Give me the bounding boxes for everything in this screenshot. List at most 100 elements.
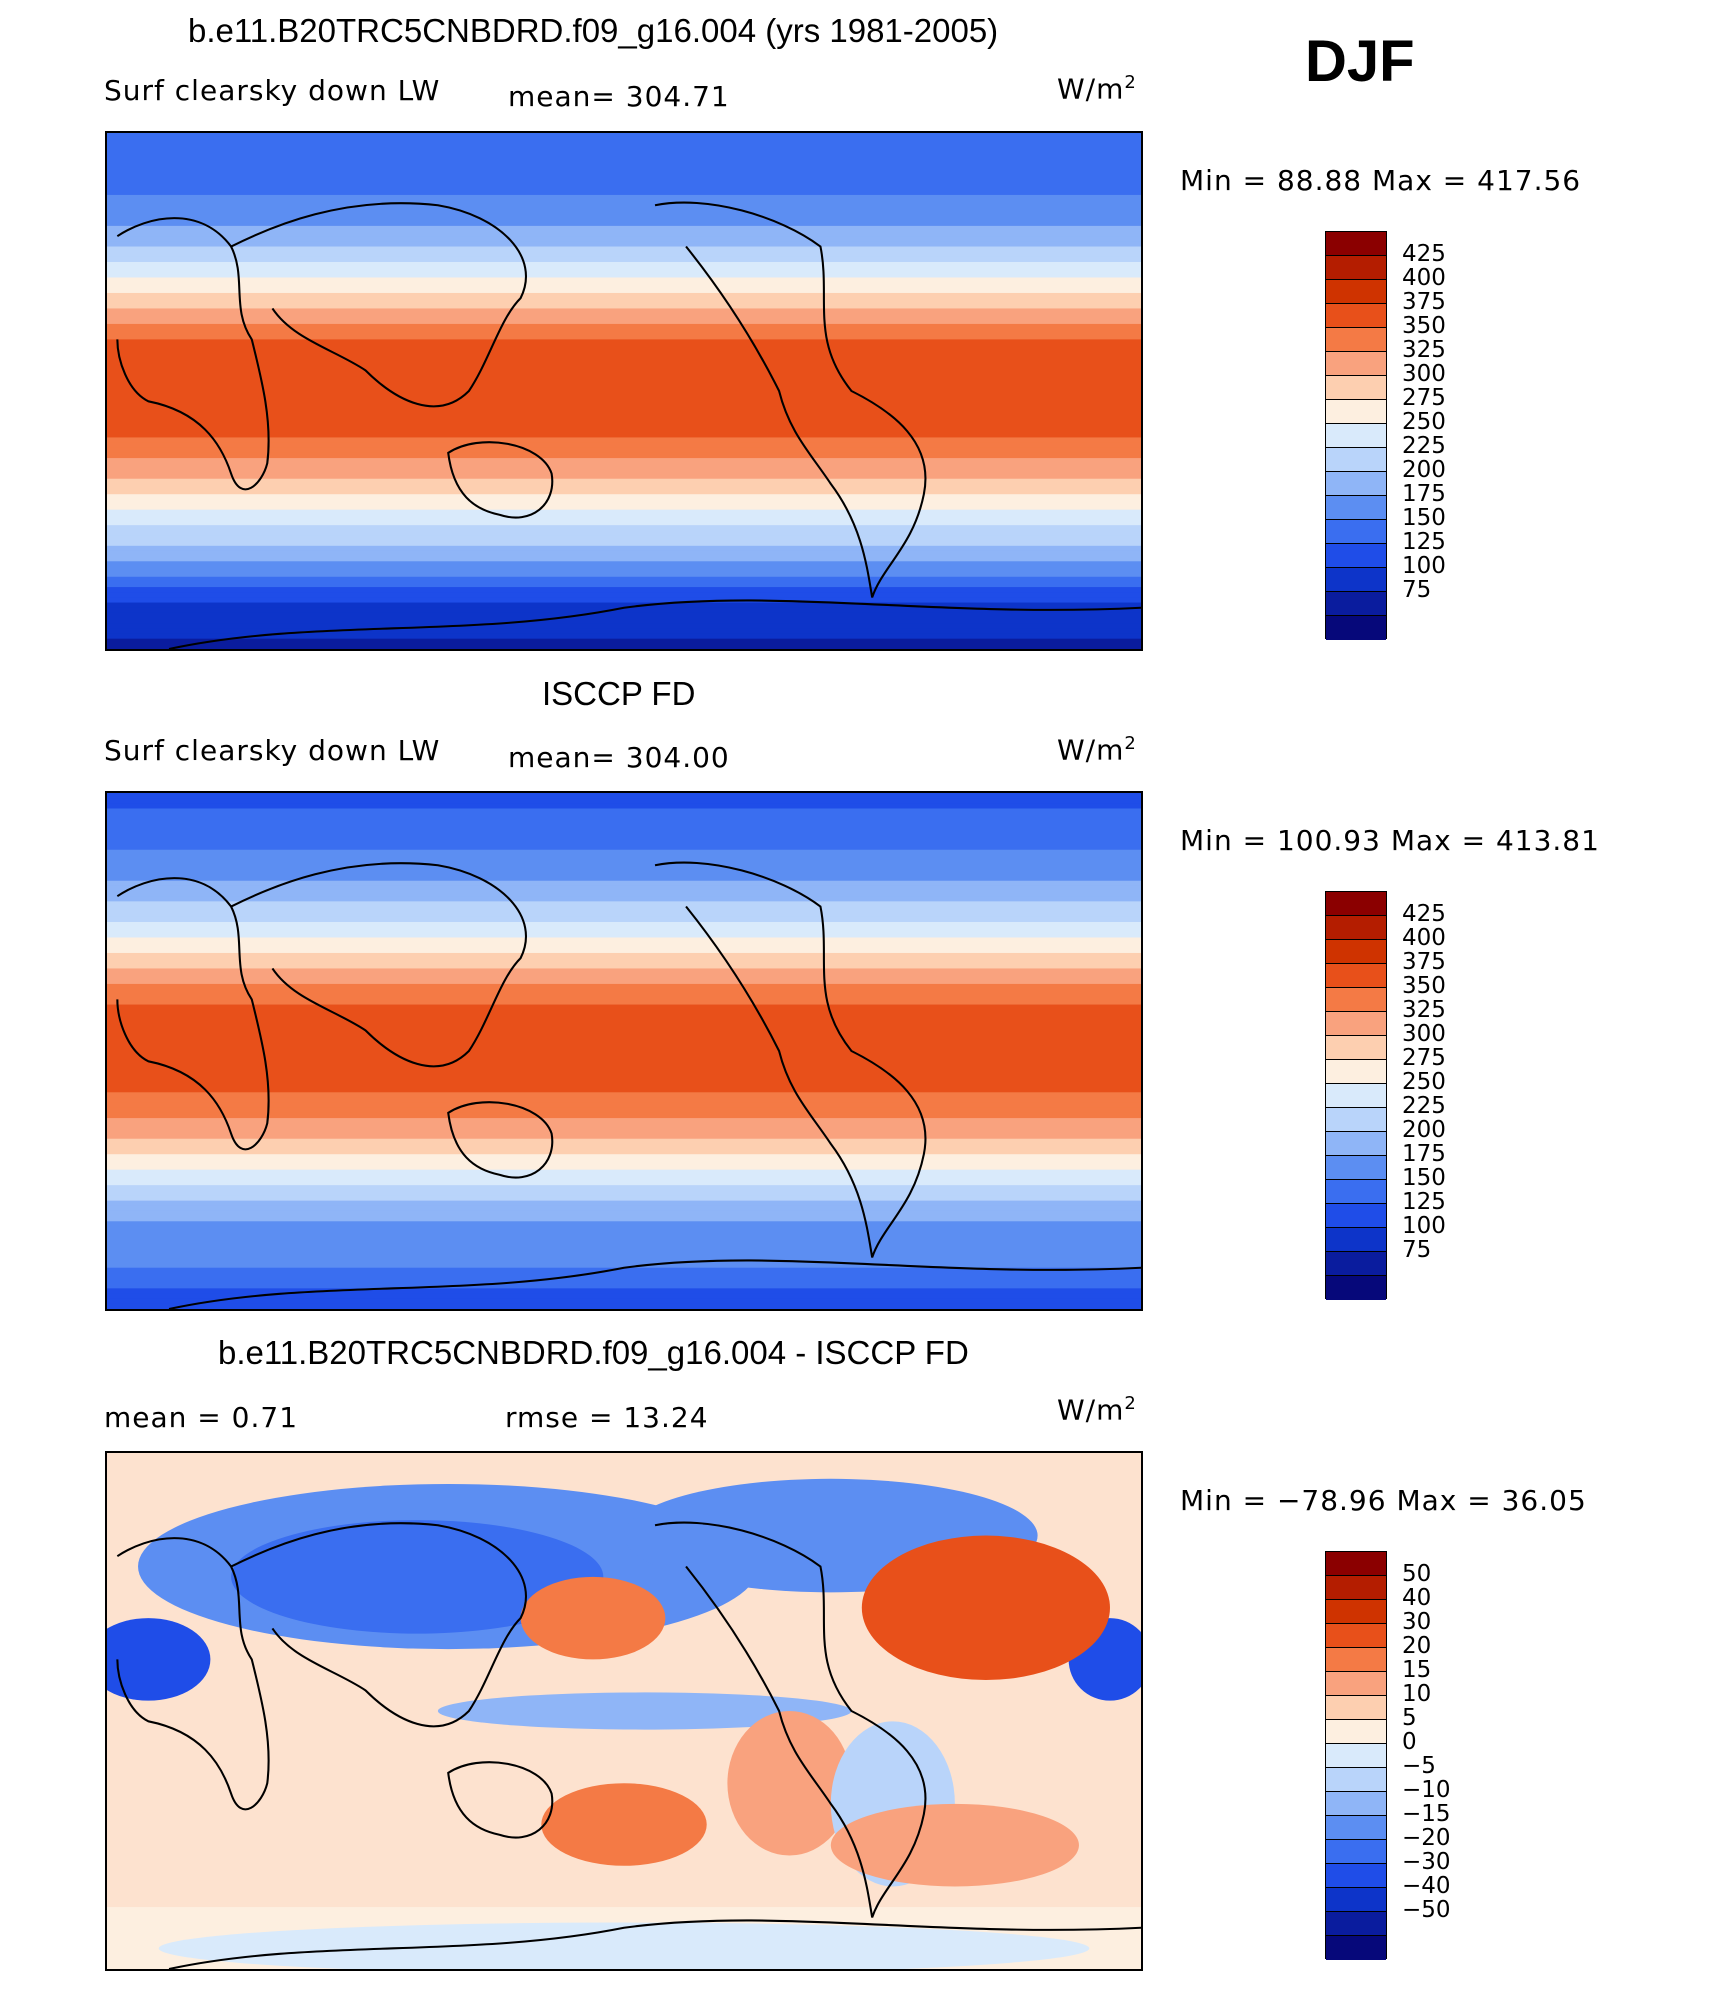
colorbar-tick-label: 250 [1402, 1069, 1446, 1095]
field-band [107, 1210, 1141, 1217]
colorbar-segment [1326, 568, 1386, 592]
colorbar-segment [1326, 1204, 1386, 1228]
colorbar-segment [1326, 1576, 1386, 1600]
field-band [107, 916, 1141, 923]
field-band [107, 793, 1141, 799]
colorbar-tick-label: 150 [1402, 1165, 1446, 1191]
colorbar-segment [1326, 1060, 1386, 1084]
panel-3-coastlines [116, 1521, 1141, 1969]
field-band [107, 849, 1141, 856]
field-band [107, 1185, 1141, 1191]
field-band [107, 628, 1141, 635]
field-band [107, 1154, 1141, 1160]
field-band [107, 509, 1141, 516]
field-band [107, 927, 1141, 933]
panel-3-colorbar [1325, 1551, 1387, 1960]
colorbar-tick-label: 425 [1402, 901, 1446, 927]
field-band [107, 865, 1141, 872]
field-band [107, 607, 1141, 614]
field-band [107, 870, 1141, 877]
field-band [107, 1133, 1141, 1140]
field-band [107, 638, 1141, 645]
field-band [107, 442, 1141, 449]
field-band [107, 1205, 1141, 1212]
colorbar-segment [1326, 1816, 1386, 1840]
field-band [107, 844, 1141, 851]
field-band [107, 287, 1141, 294]
field-band [107, 947, 1141, 954]
field-band [107, 891, 1141, 897]
panel-1-variable-label: Surf clearsky down LW [104, 74, 441, 107]
field-band [107, 854, 1141, 861]
field-band [107, 215, 1141, 222]
field-band [107, 530, 1141, 537]
field-band [107, 1025, 1141, 1031]
colorbar-tick-label: 225 [1402, 1093, 1446, 1119]
field-band [107, 989, 1141, 995]
field-band [107, 365, 1141, 371]
panel-3-map [105, 1451, 1143, 1971]
colorbar-segment [1326, 376, 1386, 400]
colorbar-segment [1326, 400, 1386, 424]
colorbar-tick-label: 125 [1402, 1189, 1446, 1215]
field-band [107, 200, 1141, 206]
field-band [107, 473, 1141, 480]
field-band [107, 427, 1141, 433]
field-band [107, 416, 1141, 423]
field-band [107, 1045, 1141, 1052]
field-band [107, 308, 1141, 315]
field-band [107, 1303, 1141, 1309]
colorbar-segment [1326, 916, 1386, 940]
field-band [107, 1195, 1141, 1202]
field-band [107, 514, 1141, 521]
field-band [107, 370, 1141, 377]
field-band [107, 1061, 1141, 1068]
colorbar-tick-label: −20 [1402, 1825, 1451, 1851]
field-band [107, 163, 1141, 170]
field-band [107, 1009, 1141, 1016]
field-band [107, 169, 1141, 175]
field-band [107, 329, 1141, 335]
colorbar-segment [1326, 352, 1386, 376]
field-band [107, 354, 1141, 361]
panel-2-map-svg [107, 793, 1141, 1309]
field-band [107, 292, 1141, 299]
colorbar-segment [1326, 256, 1386, 280]
field-band [107, 272, 1141, 279]
field-band [107, 220, 1141, 227]
colorbar-segment [1326, 1252, 1386, 1276]
colorbar-tick-label: 150 [1402, 505, 1446, 531]
field-band [107, 1020, 1141, 1026]
field-band [107, 1180, 1141, 1186]
field-band [107, 153, 1141, 160]
colorbar-tick-label: 75 [1402, 577, 1432, 603]
field-band [107, 463, 1141, 470]
field-band [107, 421, 1141, 428]
colorbar-tick-label: 400 [1402, 925, 1446, 951]
field-band [107, 1272, 1141, 1279]
colorbar-segment [1326, 616, 1386, 640]
colorbar-segment [1326, 1648, 1386, 1672]
field-band [107, 834, 1141, 841]
field-band [107, 236, 1141, 242]
field-band [107, 952, 1141, 959]
field-band [107, 148, 1141, 155]
field-band [107, 520, 1141, 526]
colorbar-tick-label: 225 [1402, 433, 1446, 459]
field-band [107, 1004, 1141, 1011]
field-band [107, 597, 1141, 604]
field-band [107, 823, 1141, 830]
colorbar-segment [1326, 1084, 1386, 1108]
field-band [107, 942, 1141, 949]
field-band [107, 303, 1141, 310]
colorbar-segment [1326, 520, 1386, 544]
field-band [107, 612, 1141, 619]
field-band [107, 1138, 1141, 1145]
field-band [107, 179, 1141, 186]
colorbar-tick-label: 250 [1402, 409, 1446, 435]
colorbar-segment [1326, 1600, 1386, 1624]
colorbar-segment [1326, 328, 1386, 352]
colorbar-segment [1326, 472, 1386, 496]
colorbar-segment [1326, 1840, 1386, 1864]
field-band [107, 385, 1141, 392]
